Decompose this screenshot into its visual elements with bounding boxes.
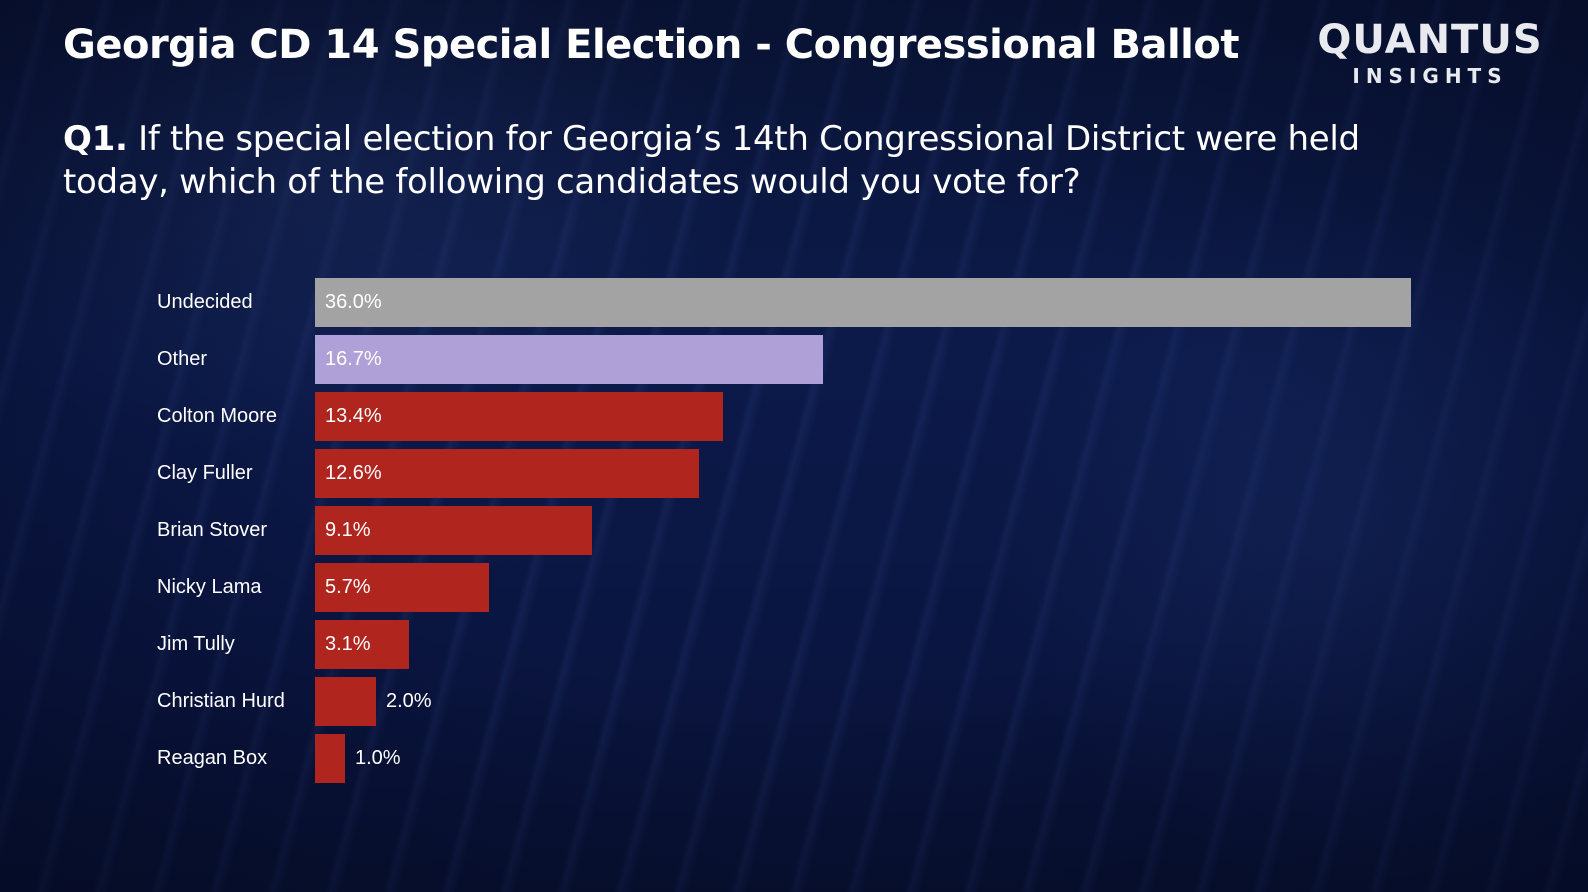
bar bbox=[315, 677, 376, 726]
question-text: If the special election for Georgia’s 14… bbox=[63, 119, 1360, 202]
bar bbox=[315, 449, 699, 498]
chart-row: Christian Hurd 2.0% bbox=[0, 677, 1588, 726]
bar bbox=[315, 734, 345, 783]
bar bbox=[315, 335, 823, 384]
bar-value-label: 16.7% bbox=[325, 348, 382, 370]
category-label: Nicky Lama bbox=[157, 576, 262, 598]
category-label: Christian Hurd bbox=[157, 690, 285, 712]
category-label: Brian Stover bbox=[157, 519, 268, 541]
category-label: Reagan Box bbox=[157, 747, 268, 769]
bar bbox=[315, 506, 592, 555]
question-number: Q1. bbox=[63, 119, 128, 159]
bar-value-label: 12.6% bbox=[325, 462, 382, 484]
bar bbox=[315, 392, 723, 441]
bar-value-label: 1.0% bbox=[355, 747, 401, 769]
survey-question: Q1. If the special election for Georgia’… bbox=[63, 118, 1463, 204]
category-label: Clay Fuller bbox=[157, 462, 253, 484]
category-label: Jim Tully bbox=[157, 633, 235, 655]
logo-wordmark: QUANTUS bbox=[1317, 17, 1543, 63]
chart-row: Reagan Box 1.0% bbox=[0, 734, 1588, 783]
bar-value-label: 5.7% bbox=[325, 576, 371, 598]
chart-row: Undecided 36.0% bbox=[0, 278, 1588, 327]
category-label: Colton Moore bbox=[157, 405, 278, 427]
bar-value-label: 36.0% bbox=[325, 291, 382, 313]
bar-value-label: 9.1% bbox=[325, 519, 371, 541]
quantus-insights-logo: QUANTUS INSIGHTS bbox=[1300, 18, 1560, 88]
category-label: Other bbox=[157, 348, 208, 370]
logo-subtitle: INSIGHTS bbox=[1352, 64, 1508, 88]
bar bbox=[315, 278, 1411, 327]
bar-value-label: 13.4% bbox=[325, 405, 382, 427]
bar-value-label: 3.1% bbox=[325, 633, 371, 655]
chart-row: Clay Fuller 12.6% bbox=[0, 449, 1588, 498]
bar bbox=[315, 563, 489, 612]
page-title: Georgia CD 14 Special Election - Congres… bbox=[63, 22, 1239, 68]
bar bbox=[315, 620, 409, 669]
category-label: Undecided bbox=[157, 291, 253, 313]
chart-row: Brian Stover 9.1% bbox=[0, 506, 1588, 555]
bar-value-label: 2.0% bbox=[386, 690, 432, 712]
chart-row: Jim Tully 3.1% bbox=[0, 620, 1588, 669]
chart-row: Other 16.7% bbox=[0, 335, 1588, 384]
chart-row: Nicky Lama 5.7% bbox=[0, 563, 1588, 612]
chart-row: Colton Moore 13.4% bbox=[0, 392, 1588, 441]
